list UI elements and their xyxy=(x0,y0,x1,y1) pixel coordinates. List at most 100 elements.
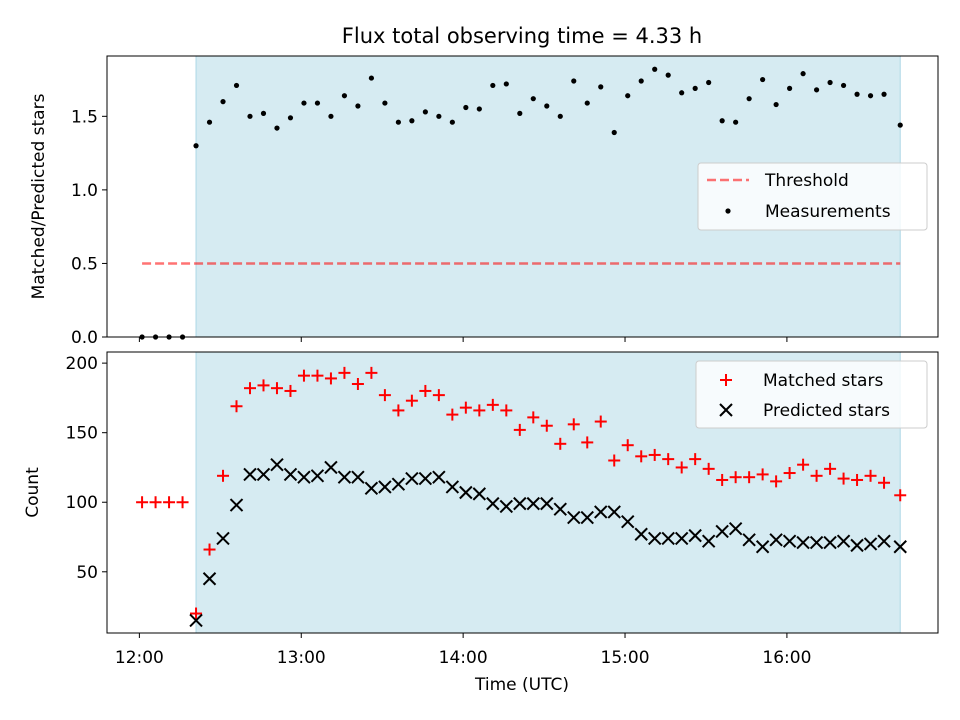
top-y-tick-label: 0.5 xyxy=(71,254,98,274)
measurement-point xyxy=(233,82,240,89)
matched-star-point xyxy=(851,473,864,486)
measurement-point xyxy=(692,85,698,91)
predicted-star-point xyxy=(809,535,824,550)
matched-star-point xyxy=(149,496,162,509)
top-axes-frame xyxy=(106,55,939,338)
matched-star-point xyxy=(217,469,230,482)
bottom-x-tick-label: 13:00 xyxy=(277,648,326,668)
measurement-point xyxy=(557,113,563,119)
predicted-star-point xyxy=(863,537,878,551)
matched-star-point xyxy=(365,366,378,379)
predicted-marker-b xyxy=(567,510,581,525)
matched-star-point xyxy=(702,462,715,475)
matched-star-point xyxy=(459,401,472,414)
predicted-marker-b xyxy=(863,537,878,551)
bottom-x-tick-label: 15:00 xyxy=(601,648,650,668)
measurement-point xyxy=(544,103,550,109)
predicted-marker-b xyxy=(850,538,864,553)
measurement-point xyxy=(287,115,294,121)
matched-star-point xyxy=(297,369,310,382)
matched-star-point xyxy=(621,439,634,452)
predicted-star-point xyxy=(769,533,783,547)
measurement-point xyxy=(571,78,577,84)
matched-star-point xyxy=(257,379,270,392)
measurement-point xyxy=(436,113,442,119)
matched-star-point xyxy=(230,400,243,413)
predicted-marker-b xyxy=(270,457,284,472)
legend-measurements-swatch xyxy=(725,208,731,214)
predicted-star-point xyxy=(621,515,635,529)
predicted-marker-b xyxy=(621,515,635,529)
matched-star-point xyxy=(176,496,189,509)
matched-star-point xyxy=(473,404,486,417)
predicted-star-point xyxy=(270,457,284,472)
predicted-star-point xyxy=(634,527,648,541)
predicted-marker-b xyxy=(728,521,743,536)
measurement-point xyxy=(746,96,752,102)
predicted-marker-b xyxy=(459,485,473,500)
predicted-star-point xyxy=(796,535,810,550)
predicted-marker-b xyxy=(256,467,271,482)
matched-star-point xyxy=(608,454,621,467)
measurement-point xyxy=(476,106,482,112)
matched-star-point xyxy=(136,496,149,509)
predicted-marker-b xyxy=(701,534,716,548)
predicted-marker-b xyxy=(486,496,500,511)
measurement-point xyxy=(314,100,321,106)
measurement-point xyxy=(625,93,631,99)
predicted-star-point xyxy=(499,499,514,514)
matched-star-point xyxy=(190,607,203,620)
matched-star-point xyxy=(797,458,810,471)
matched-star-point xyxy=(594,415,607,428)
measurement-point xyxy=(854,91,860,97)
predicted-star-point xyxy=(472,487,487,501)
predicted-marker-b xyxy=(351,470,365,484)
matched-star-point xyxy=(729,471,742,484)
predicted-star-point xyxy=(877,534,891,548)
predicted-star-point xyxy=(661,531,675,546)
measurement-point xyxy=(382,100,388,106)
matched-star-point xyxy=(864,469,877,482)
predicted-marker-b xyxy=(877,534,891,548)
predicted-star-point xyxy=(647,531,662,546)
predicted-marker-b xyxy=(283,467,298,482)
measurement-point xyxy=(679,90,685,96)
matched-star-point xyxy=(581,436,594,449)
measurement-point xyxy=(530,96,536,102)
measurement-point xyxy=(517,110,523,116)
predicted-star-point xyxy=(351,470,365,484)
predicted-star-point xyxy=(202,572,217,586)
predicted-star-point xyxy=(216,531,230,546)
predicted-star-point xyxy=(337,470,352,484)
predicted-star-point xyxy=(728,521,743,536)
matched-star-point xyxy=(716,473,729,486)
predicted-star-point xyxy=(540,496,554,511)
matched-star-point xyxy=(554,437,567,450)
predicted-marker-b xyxy=(472,487,487,501)
predicted-star-point xyxy=(445,480,460,494)
matched-star-point xyxy=(338,366,351,379)
predicted-star-point xyxy=(850,538,864,553)
predicted-marker-b xyxy=(202,572,217,586)
matched-star-point xyxy=(378,389,391,402)
measurement-point xyxy=(301,100,307,106)
measurement-point xyxy=(840,82,847,89)
predicted-star-point xyxy=(893,540,907,554)
predicted-marker-b xyxy=(836,534,851,548)
predicted-marker-b xyxy=(243,467,257,482)
predicted-marker-b xyxy=(809,535,824,550)
predicted-star-point xyxy=(486,496,500,511)
matched-star-point xyxy=(243,382,256,395)
predicted-star-point xyxy=(256,467,271,482)
predicted-marker-b xyxy=(445,480,460,494)
matched-star-point xyxy=(783,467,796,480)
predicted-marker-b xyxy=(337,470,352,484)
predicted-marker-b xyxy=(499,499,514,514)
bottom-legend: Matched stars Predicted stars xyxy=(695,360,928,429)
predicted-marker-b xyxy=(513,496,527,511)
bottom-y-tick-label: 100 xyxy=(66,493,98,513)
matched-star-point xyxy=(837,472,850,485)
predicted-marker-b xyxy=(580,510,594,525)
predicted-marker-b xyxy=(796,535,810,550)
matched-star-point xyxy=(540,419,553,432)
